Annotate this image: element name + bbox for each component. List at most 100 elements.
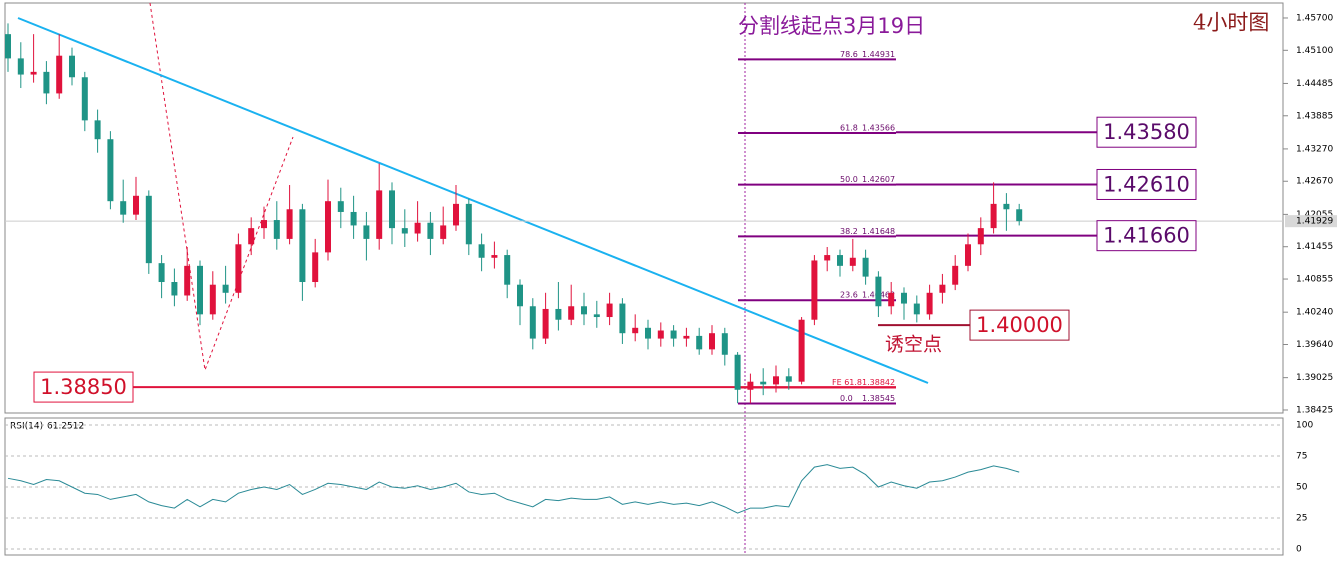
candle-body [645, 327, 651, 339]
y-tick-label: 100 [1296, 420, 1313, 430]
candle-body [261, 220, 267, 229]
candle-body [197, 265, 203, 315]
fib-level: 50.0 [840, 175, 858, 184]
y-tick-label: 1.45700 [1296, 13, 1333, 23]
price-box [1096, 220, 1197, 252]
fib-price: 1.38545 [862, 394, 895, 403]
candle-body [107, 139, 114, 202]
candle-body [235, 244, 242, 293]
candle-body [248, 228, 255, 245]
last-price-box [1285, 215, 1337, 228]
fib-level: 38.2 [840, 227, 858, 236]
price-panel [4, 2, 1284, 414]
y-tick-label: 1.42055 [1296, 210, 1333, 220]
candle-body [5, 34, 11, 59]
candle-body [133, 195, 139, 215]
candle-body [478, 244, 485, 258]
y-tick-label: 1.39025 [1296, 373, 1333, 383]
candle-body [581, 306, 587, 315]
fib-level: FE 61.8 [832, 378, 862, 387]
candle-body [17, 58, 24, 75]
trendline [17, 17, 929, 384]
candle-body [926, 292, 933, 315]
y-tick-label: 1.43270 [1296, 144, 1333, 154]
candle-body [990, 203, 997, 229]
fib-level: 61.8 [840, 123, 858, 132]
y-tick-label: 1.38425 [1296, 405, 1333, 415]
candle-body [747, 381, 754, 390]
price-box [1096, 116, 1197, 148]
y-tick-label: 50 [1296, 482, 1308, 492]
y-tick-label: 1.44485 [1296, 79, 1333, 89]
candle-body [120, 201, 127, 215]
price-box [1096, 168, 1197, 200]
candle-body [555, 308, 562, 320]
candle-body [504, 255, 511, 285]
price-box-label: 1.40000 [976, 313, 1063, 337]
candle-body [837, 255, 843, 266]
rsi-value: 61.2512 [47, 422, 84, 432]
y-tick-label: 1.43885 [1296, 111, 1333, 121]
candle-body [376, 190, 383, 239]
price-box-label: 1.42610 [1103, 172, 1190, 196]
candle-body [901, 292, 907, 304]
candle-body [760, 381, 767, 385]
candle-body [171, 282, 178, 296]
candle-body [670, 330, 677, 339]
candle-body [94, 120, 101, 140]
candle-body [337, 201, 344, 212]
candle-body [657, 330, 664, 339]
candle-body [273, 220, 280, 239]
candle-body [952, 265, 959, 285]
candle-body [158, 263, 165, 283]
candle-body [888, 292, 895, 307]
candle-body [811, 260, 818, 320]
price-box-label: 1.41660 [1103, 224, 1190, 248]
candle-body [709, 333, 715, 350]
candle-body [721, 333, 728, 355]
fib-price: 1.41648 [862, 227, 895, 236]
fib-level: 23.6 [840, 291, 858, 300]
candle-body [299, 209, 306, 283]
y-tick-label: 1.45100 [1296, 46, 1333, 56]
y-tick-label: 1.39640 [1296, 340, 1333, 350]
candle-body [593, 314, 600, 318]
candle-body [965, 244, 971, 266]
annotation: 诱空点 [885, 334, 942, 356]
candle-body [465, 203, 472, 245]
candle-body [453, 203, 459, 226]
candle-body [798, 319, 805, 382]
candle-body [209, 284, 216, 315]
candle-body [568, 306, 575, 320]
y-tick-label: 1.42670 [1296, 177, 1333, 187]
fib-level: 78.6 [840, 50, 858, 59]
fib-price: 1.38842 [862, 378, 895, 387]
candle-body [440, 225, 447, 239]
rsi-name: RSI(14) [10, 422, 43, 432]
candle-body [939, 284, 946, 293]
y-tick-label: 75 [1296, 451, 1307, 461]
candle-body [491, 255, 498, 258]
candle-body [824, 255, 831, 261]
candle-body [606, 303, 613, 318]
candle-body [862, 257, 869, 277]
candle-body [913, 303, 920, 315]
y-tick-label: 0 [1296, 545, 1302, 555]
candle-body [1016, 209, 1023, 222]
candle-body [1003, 203, 1010, 210]
candle-body [325, 201, 331, 253]
candle-body [69, 55, 75, 78]
candle-body [785, 376, 792, 382]
candle-body [696, 335, 703, 350]
price-box [33, 371, 134, 403]
candle-body [683, 335, 690, 339]
candle-body [875, 276, 882, 307]
candle-body [773, 376, 779, 385]
timeframe: 4小时图 [1193, 11, 1269, 35]
zigzag [149, 2, 294, 372]
fib-price: 1.42607 [862, 175, 895, 184]
y-tick-label: 25 [1296, 514, 1307, 524]
candle-body [389, 190, 395, 229]
candle-body [222, 284, 229, 293]
